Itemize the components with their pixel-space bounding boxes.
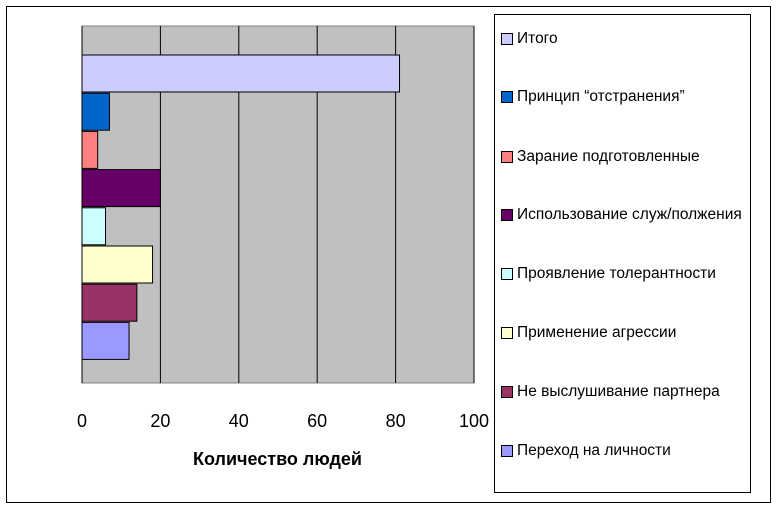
legend-swatch (501, 268, 513, 280)
legend-item: Принцип “отстранения” (501, 85, 747, 108)
x-tick-label: 100 (459, 411, 489, 431)
legend: Итого Принцип “отстранения” Зарание подгот… (494, 14, 751, 493)
legend-item: Использование служ/полжения (501, 203, 747, 226)
x-tick-label: 60 (307, 411, 327, 431)
legend-label: Проявление толерантности (517, 265, 716, 282)
legend-swatch (501, 445, 513, 457)
bar-3 (81, 169, 161, 208)
bar-2 (81, 130, 99, 169)
legend-item: Итого (501, 27, 747, 50)
x-tick-labels: 0 20 40 60 80 100 (77, 411, 489, 431)
bar-4 (81, 207, 107, 246)
legend-item: Зарание подготовленные (501, 145, 747, 168)
legend-label: Принцип “отстранения” (517, 88, 685, 105)
bar-0 (81, 54, 401, 93)
legend-label: Применение агрессии (517, 324, 677, 341)
bars (81, 54, 401, 360)
x-tick-label: 20 (150, 411, 170, 431)
legend-label: Не выслушивание партнера (517, 383, 720, 400)
legend-swatch (501, 209, 513, 221)
legend-swatch (501, 33, 513, 45)
x-tick-label: 0 (77, 411, 87, 431)
bar-7 (81, 321, 130, 360)
x-tick-label: 40 (229, 411, 249, 431)
legend-swatch (501, 386, 513, 398)
legend-item: Не выслушивание партнера (501, 380, 747, 403)
legend-label: Итого (517, 30, 558, 47)
bar-6 (81, 283, 138, 322)
legend-swatch (501, 327, 513, 339)
legend-label: Переход на личности (517, 442, 671, 459)
legend-swatch (501, 151, 513, 163)
legend-label: Использование служ/полжения (517, 206, 742, 223)
x-tick-label: 80 (386, 411, 406, 431)
legend-swatch (501, 91, 513, 103)
legend-item: Проявление толерантности (501, 262, 747, 285)
legend-item: Применение агрессии (501, 321, 747, 344)
legend-label: Зарание подготовленные (517, 148, 700, 165)
x-axis-title: Количество людей (193, 449, 362, 469)
bar-1 (81, 92, 110, 131)
bar-5 (81, 245, 154, 284)
legend-item: Переход на личности (501, 439, 747, 462)
